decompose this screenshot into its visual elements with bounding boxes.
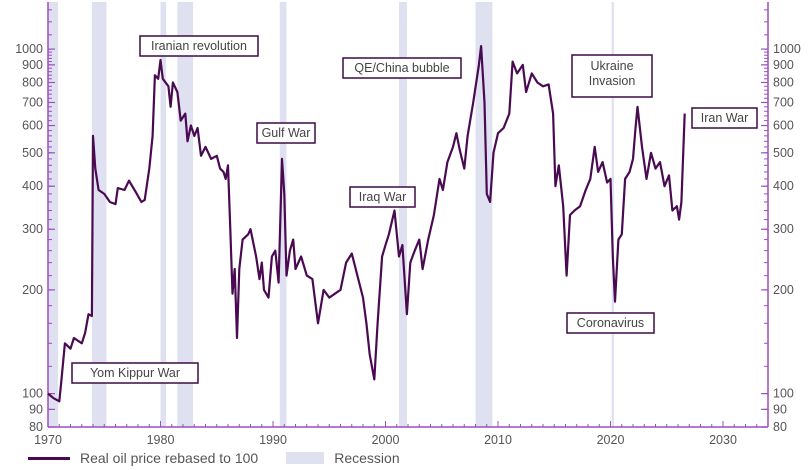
y-tick-label-left: 900: [22, 58, 43, 72]
y-tick-label-right: 900: [773, 58, 794, 72]
y-tick-label-left: 300: [22, 222, 43, 236]
annotation-box: [349, 186, 416, 208]
y-tick-label-right: 90: [773, 402, 787, 416]
series-line-real-oil-price: [47, 44, 686, 403]
recession-band: [177, 2, 194, 427]
recession-band: [475, 2, 493, 427]
annotation-iranian-revolution: Iranian revolution: [139, 35, 259, 57]
annotation-box: [342, 57, 462, 79]
annotation-box: [256, 122, 316, 144]
annotation-qe-china-bubble: QE/China bubble: [342, 57, 462, 79]
y-tick-label-left: 500: [22, 146, 43, 160]
legend-series-label: Real oil price rebased to 100: [80, 450, 259, 466]
annotation-label: Coronavirus: [577, 316, 644, 330]
annotation-label: Yom Kippur War: [90, 366, 180, 380]
y-tick-label-right: 700: [773, 95, 794, 109]
y-tick-label-right: 400: [773, 179, 794, 193]
y-tick-label-left: 200: [22, 283, 43, 297]
annotation-label: Ukraine: [590, 59, 633, 73]
annotation-box: [566, 312, 655, 334]
annotation-iran-war: Iran War: [691, 107, 758, 129]
y-tick-label-right: 500: [773, 146, 794, 160]
x-tick-label: 1970: [34, 433, 62, 447]
y-tick-label-right: 200: [773, 283, 794, 297]
y-tick-label-right: 1000: [773, 42, 801, 56]
x-tick-label: 1990: [259, 433, 287, 447]
y-tick-label-left: 700: [22, 95, 43, 109]
recession-band: [399, 2, 407, 427]
legend-recession-swatch: [286, 452, 325, 464]
legend-recession-label: Recession: [334, 450, 400, 466]
y-tick-label-right: 300: [773, 222, 794, 236]
annotation-yom-kippur-war: Yom Kippur War: [71, 362, 199, 384]
y-tick-label-left: 400: [22, 179, 43, 193]
annotation-iraq-war: Iraq War: [349, 186, 416, 208]
y-tick-label-right: 100: [773, 387, 794, 401]
recession-band: [160, 2, 167, 427]
y-tick-label-left: 90: [29, 402, 43, 416]
recession-band: [91, 2, 107, 427]
annotation-box: [691, 107, 758, 129]
y-tick-label-left: 800: [22, 75, 43, 89]
annotation-box: [139, 35, 259, 57]
annotation-label: Invasion: [589, 74, 636, 88]
y-tick-label-left: 1000: [15, 42, 43, 56]
y-tick-label-right: 800: [773, 75, 794, 89]
x-tick-label: 2020: [597, 433, 625, 447]
annotation-label: Iranian revolution: [151, 39, 247, 53]
y-tick-label-right: 80: [773, 420, 787, 434]
y-tick-label-left: 600: [22, 119, 43, 133]
y-tick-label-left: 100: [22, 387, 43, 401]
annotation-box: [571, 54, 653, 98]
x-tick-label: 2030: [709, 433, 737, 447]
annotation-label: Iran War: [701, 111, 748, 125]
legend-line-swatch: [28, 456, 70, 460]
legend: Real oil price rebased to 100 Recession: [28, 450, 400, 466]
annotation-coronavirus: Coronavirus: [566, 312, 655, 334]
recession-band: [48, 2, 59, 427]
annotation-label: Iraq War: [359, 190, 406, 204]
x-tick-label: 2010: [484, 433, 512, 447]
x-tick-label: 2000: [372, 433, 400, 447]
annotation-label: QE/China bubble: [354, 61, 449, 75]
annotation-box: [71, 362, 199, 384]
recession-band: [611, 2, 614, 427]
y-tick-label-left: 80: [29, 420, 43, 434]
recession-band: [279, 2, 287, 427]
y-tick-label-right: 600: [773, 119, 794, 133]
annotation-label: Gulf War: [262, 126, 311, 140]
annotation-gulf-war: Gulf War: [256, 122, 316, 144]
x-tick-label: 1980: [147, 433, 175, 447]
